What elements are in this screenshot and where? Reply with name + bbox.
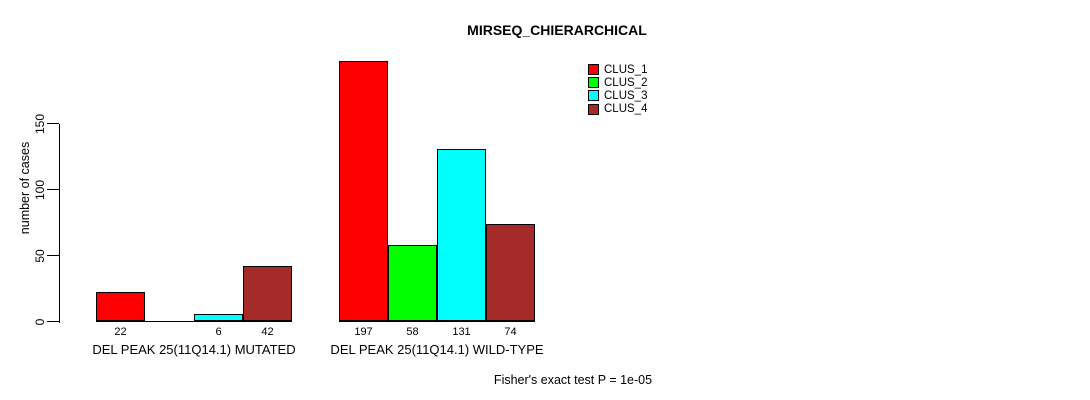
bar-clus_4-group2 — [486, 223, 535, 322]
bar-value-label: 74 — [504, 326, 517, 338]
y-axis-label: number of cases — [18, 141, 32, 235]
bar-clus_2-group2 — [388, 244, 437, 322]
legend-swatch-clus_4 — [588, 103, 599, 115]
y-axis-tick — [47, 122, 59, 125]
legend-item-clus_3: CLUS_3 — [588, 89, 647, 102]
y-axis-tick — [47, 254, 59, 257]
y-axis-tick — [47, 188, 59, 191]
bar-value-label: 131 — [452, 326, 471, 338]
bar-clus_4-group1 — [243, 266, 292, 322]
y-axis-tick-label: 50 — [33, 248, 47, 263]
legend-item-clus_4: CLUS_4 — [588, 103, 647, 116]
category-label: DEL PEAK 25(11Q14.1) WILD-TYPE — [330, 342, 544, 357]
y-axis-line — [58, 123, 60, 323]
y-axis-tick — [47, 320, 59, 323]
bar-value-label: 6 — [215, 326, 222, 338]
bar-clus_3-group1 — [194, 313, 243, 322]
y-axis-tick-label: 100 — [33, 179, 47, 200]
legend: CLUS_1 CLUS_2 CLUS_3 CLUS_4 — [588, 63, 647, 116]
y-axis-tick-label: 0 — [33, 318, 47, 325]
legend-label: CLUS_4 — [604, 103, 648, 116]
legend-item-clus_2: CLUS_2 — [588, 76, 647, 89]
legend-swatch-clus_1 — [588, 64, 599, 76]
bar-clus_1-group2 — [339, 61, 388, 322]
bar-value-label: 22 — [114, 326, 127, 338]
legend-swatch-clus_2 — [588, 77, 599, 89]
chart-title: MIRSEQ_CHIERARCHICAL — [467, 22, 647, 38]
bar-value-label: 58 — [406, 326, 419, 338]
fisher-test-annotation: Fisher's exact test P = 1e-05 — [493, 373, 653, 387]
bar-clus_3-group2 — [437, 148, 486, 322]
category-label: DEL PEAK 25(11Q14.1) MUTATED — [92, 342, 296, 357]
group-baseline — [96, 320, 292, 323]
y-axis-tick-label: 150 — [33, 113, 47, 134]
bar-clus_1-group1 — [96, 292, 145, 322]
legend-label: CLUS_3 — [604, 89, 648, 102]
legend-label: CLUS_2 — [604, 76, 648, 89]
legend-swatch-clus_3 — [588, 90, 599, 102]
bar-value-label: 42 — [261, 326, 274, 338]
legend-label: CLUS_1 — [604, 63, 648, 76]
legend-item-clus_1: CLUS_1 — [588, 63, 647, 76]
bar-value-label: 197 — [354, 326, 373, 338]
group-baseline — [339, 320, 535, 323]
